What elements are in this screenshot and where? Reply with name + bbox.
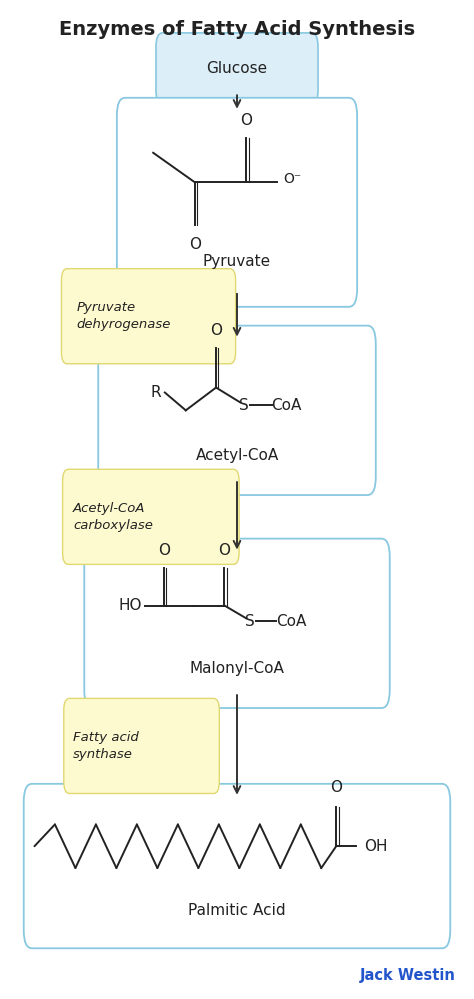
FancyBboxPatch shape	[98, 326, 376, 496]
Text: O⁻: O⁻	[283, 172, 302, 186]
Text: CoA: CoA	[276, 613, 306, 628]
Text: Acetyl-CoA
carboxylase: Acetyl-CoA carboxylase	[73, 501, 153, 531]
Text: OH: OH	[364, 839, 388, 854]
FancyBboxPatch shape	[117, 98, 357, 307]
Text: Acetyl-CoA: Acetyl-CoA	[195, 448, 279, 463]
Text: S: S	[245, 613, 255, 628]
Text: Palmitic Acid: Palmitic Acid	[188, 903, 286, 918]
Text: O: O	[219, 542, 230, 558]
FancyBboxPatch shape	[62, 269, 236, 364]
FancyBboxPatch shape	[156, 33, 318, 104]
Text: O: O	[210, 323, 222, 338]
Text: CoA: CoA	[271, 398, 301, 413]
Text: O: O	[240, 113, 252, 128]
FancyBboxPatch shape	[84, 538, 390, 708]
FancyBboxPatch shape	[63, 470, 239, 564]
FancyBboxPatch shape	[64, 698, 219, 793]
Text: O: O	[189, 237, 201, 252]
Text: Malonyl-CoA: Malonyl-CoA	[190, 661, 284, 676]
Text: Pyruvate
dehyrogenase: Pyruvate dehyrogenase	[76, 302, 171, 332]
Text: R: R	[150, 385, 161, 400]
Text: HO: HO	[118, 598, 142, 613]
Text: O: O	[330, 779, 342, 795]
Text: O: O	[158, 542, 170, 558]
Text: Glucose: Glucose	[207, 61, 267, 76]
Text: Enzymes of Fatty Acid Synthesis: Enzymes of Fatty Acid Synthesis	[59, 20, 415, 39]
FancyBboxPatch shape	[24, 784, 450, 948]
Text: Pyruvate: Pyruvate	[203, 254, 271, 269]
Text: S: S	[239, 398, 249, 413]
Text: Jack Westin: Jack Westin	[360, 968, 456, 983]
Text: Fatty acid
synthase: Fatty acid synthase	[73, 731, 139, 761]
